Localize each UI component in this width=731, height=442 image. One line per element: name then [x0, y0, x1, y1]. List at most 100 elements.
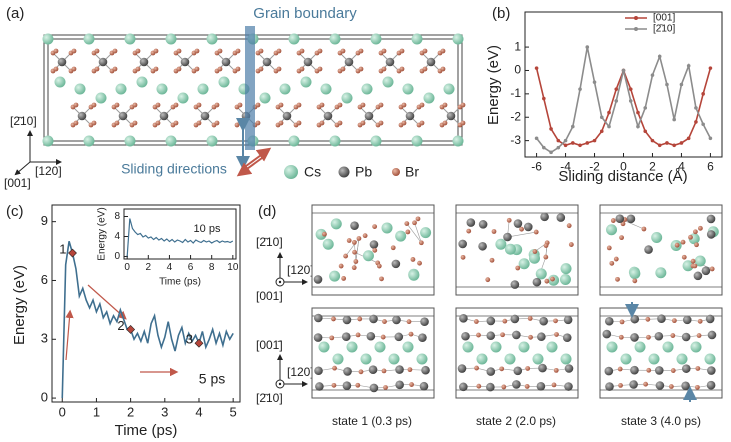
atom [657, 314, 666, 323]
atom [512, 330, 521, 340]
atom [518, 341, 530, 353]
atom [419, 102, 425, 108]
legend-swatch [338, 166, 350, 178]
atom [506, 217, 512, 223]
atom [329, 33, 341, 45]
atom [200, 111, 210, 121]
atom [214, 102, 220, 108]
atom [383, 385, 388, 390]
atom [478, 220, 488, 229]
x-tick-label: 2 [146, 262, 152, 273]
y-tick-label: -3 [510, 133, 521, 147]
arrow [245, 147, 272, 167]
atom [563, 315, 573, 325]
bond [414, 222, 422, 243]
atom [173, 120, 179, 126]
data-point [556, 145, 561, 150]
atom [394, 332, 404, 342]
annotation: Grain boundary [253, 5, 357, 22]
atom [566, 223, 572, 229]
atom [217, 66, 223, 72]
atom [362, 233, 368, 239]
atom [124, 33, 136, 45]
atom [362, 250, 374, 262]
atom [543, 254, 549, 260]
atom [706, 214, 716, 224]
atom [680, 239, 686, 245]
atom [346, 238, 352, 243]
atom [606, 224, 618, 236]
data-point [672, 117, 676, 122]
atom [651, 232, 663, 244]
atom [329, 135, 341, 147]
atom [499, 366, 505, 372]
data-point [621, 68, 626, 73]
atom [422, 66, 428, 72]
data-point [599, 115, 604, 120]
x-tick-label: 3 [161, 404, 168, 419]
atom [255, 120, 261, 126]
annotation: 10 ps [194, 223, 221, 235]
atom [376, 263, 382, 269]
atom [460, 102, 466, 108]
atom [411, 135, 423, 147]
atom [235, 48, 241, 54]
atom [132, 102, 138, 108]
atom [654, 331, 664, 341]
atom [412, 220, 417, 226]
atom [341, 332, 351, 342]
atom [317, 48, 323, 54]
atom [382, 76, 394, 88]
x-tick-label: 4 [195, 404, 202, 419]
data-point [614, 87, 619, 91]
structure-d [311, 204, 435, 296]
atom [118, 111, 128, 121]
atom [173, 102, 179, 108]
atom [132, 120, 138, 126]
atom [54, 76, 66, 88]
atom [258, 48, 264, 54]
atom [662, 341, 674, 353]
atom [392, 315, 401, 325]
atom [299, 66, 305, 72]
atom [670, 368, 676, 373]
atom [378, 120, 384, 126]
atom [139, 57, 149, 67]
data-point [708, 136, 713, 141]
atom [370, 135, 382, 147]
atom [426, 57, 436, 67]
atom [504, 353, 516, 365]
atom [135, 66, 141, 72]
atom [91, 102, 97, 108]
atom [114, 120, 120, 126]
atom [194, 48, 200, 54]
atom [53, 48, 59, 54]
atom [532, 353, 544, 365]
x-tick-label: 0 [59, 404, 66, 419]
atom [418, 240, 424, 246]
x-tick-label: -4 [560, 159, 571, 173]
atom [630, 333, 639, 342]
state-marker [126, 325, 136, 334]
atom [217, 48, 223, 54]
atom [510, 280, 520, 289]
atom [466, 218, 476, 227]
atom [682, 315, 692, 325]
atom [74, 83, 86, 95]
atom [457, 364, 467, 373]
atom [358, 48, 364, 54]
legend-label: Cs [304, 164, 321, 180]
atom [693, 229, 698, 235]
atom [176, 48, 182, 54]
x-tick-label: 10 [227, 262, 239, 273]
atom [515, 265, 521, 271]
atom [402, 83, 414, 95]
atom [416, 353, 428, 365]
legend-label: [001] [653, 13, 675, 24]
atom [91, 120, 97, 126]
atom [374, 341, 386, 353]
axis-label: [120] [287, 263, 314, 277]
atom [73, 102, 79, 108]
legend-label: [2̄10] [653, 24, 675, 35]
